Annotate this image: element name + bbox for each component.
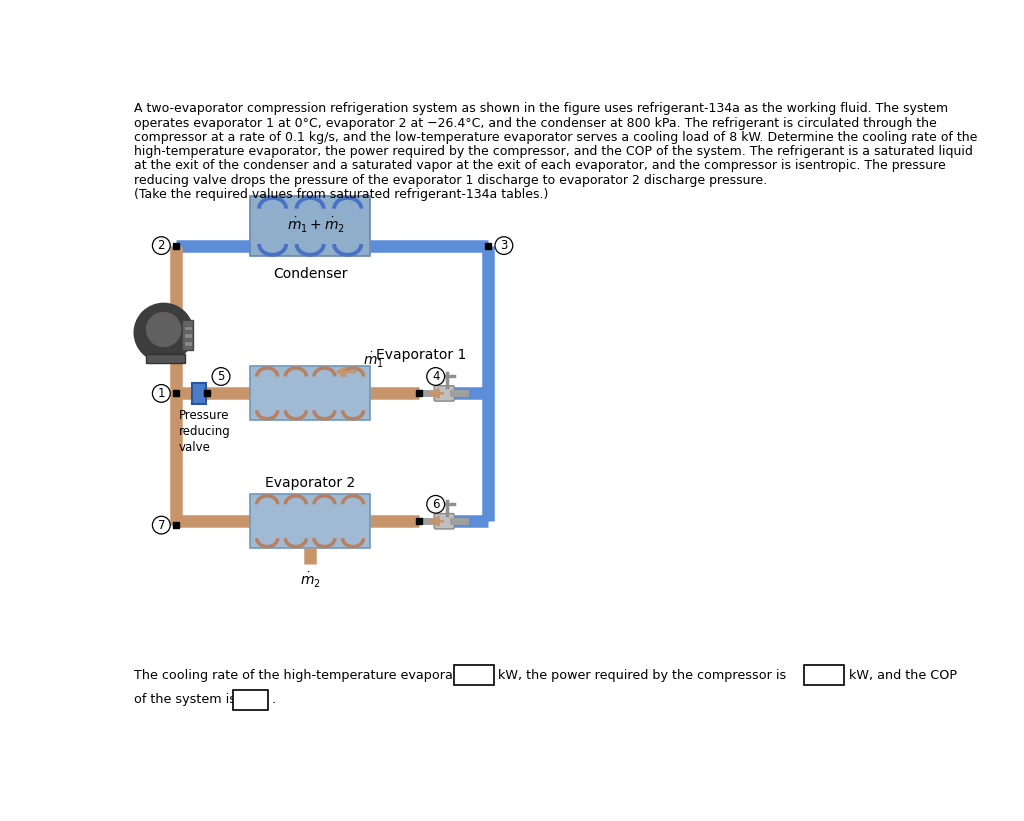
Text: 7: 7: [158, 519, 165, 532]
FancyBboxPatch shape: [250, 196, 371, 256]
Text: kW, the power required by the compressor is: kW, the power required by the compressor…: [499, 669, 786, 681]
Circle shape: [153, 236, 170, 255]
Text: high-temperature evaporator, the power required by the compressor, and the COP o: high-temperature evaporator, the power r…: [134, 145, 973, 158]
FancyBboxPatch shape: [250, 494, 371, 548]
FancyBboxPatch shape: [183, 326, 191, 330]
FancyBboxPatch shape: [250, 366, 371, 420]
FancyBboxPatch shape: [191, 383, 206, 404]
Text: compressor at a rate of 0.1 kg/s, and the low-temperature evaporator serves a co: compressor at a rate of 0.1 kg/s, and th…: [134, 131, 978, 144]
FancyBboxPatch shape: [182, 320, 194, 350]
Text: .: .: [271, 694, 275, 706]
Circle shape: [427, 495, 444, 513]
FancyBboxPatch shape: [183, 333, 191, 338]
Text: $\dot{m}_1 + \dot{m}_2$: $\dot{m}_1 + \dot{m}_2$: [288, 216, 345, 235]
Text: 3: 3: [500, 239, 508, 252]
Text: $\dot{m}_2$: $\dot{m}_2$: [300, 571, 321, 590]
Circle shape: [153, 384, 170, 402]
FancyBboxPatch shape: [434, 514, 455, 529]
FancyBboxPatch shape: [183, 341, 191, 346]
Text: Pressure
reducing
valve: Pressure reducing valve: [178, 409, 230, 454]
Text: The cooling rate of the high-temperature evaporator is: The cooling rate of the high-temperature…: [134, 669, 485, 681]
Text: Evaporator 1: Evaporator 1: [377, 348, 467, 362]
Text: operates evaporator 1 at 0°C, evaporator 2 at −26.4°C, and the condenser at 800 : operates evaporator 1 at 0°C, evaporator…: [134, 117, 937, 130]
Text: 6: 6: [432, 498, 439, 511]
Text: A two-evaporator compression refrigeration system as shown in the figure uses re: A two-evaporator compression refrigerati…: [134, 103, 948, 116]
FancyBboxPatch shape: [454, 665, 494, 686]
Circle shape: [146, 313, 180, 346]
Text: at the exit of the condenser and a saturated vapor at the exit of each evaporato: at the exit of the condenser and a satur…: [134, 159, 946, 172]
Circle shape: [495, 236, 513, 255]
Text: of the system is: of the system is: [134, 694, 237, 706]
FancyBboxPatch shape: [232, 690, 267, 710]
Text: (Take the required values from saturated refrigerant-134a tables.): (Take the required values from saturated…: [134, 188, 549, 201]
Circle shape: [134, 303, 194, 362]
Circle shape: [153, 516, 170, 534]
Circle shape: [212, 368, 230, 385]
Text: Condenser: Condenser: [272, 267, 347, 281]
Text: 4: 4: [432, 370, 439, 383]
Text: Evaporator 2: Evaporator 2: [265, 475, 355, 489]
Text: reducing valve drops the pressure of the evaporator 1 discharge to evaporator 2 : reducing valve drops the pressure of the…: [134, 173, 767, 186]
Text: 1: 1: [158, 387, 165, 400]
Text: kW, and the COP: kW, and the COP: [849, 669, 956, 681]
Text: 2: 2: [158, 239, 165, 252]
Text: 5: 5: [217, 370, 224, 383]
FancyBboxPatch shape: [804, 665, 844, 686]
FancyBboxPatch shape: [434, 386, 455, 401]
Circle shape: [427, 368, 444, 385]
Text: $\dot{m}_1$: $\dot{m}_1$: [362, 351, 384, 370]
FancyBboxPatch shape: [145, 354, 184, 364]
